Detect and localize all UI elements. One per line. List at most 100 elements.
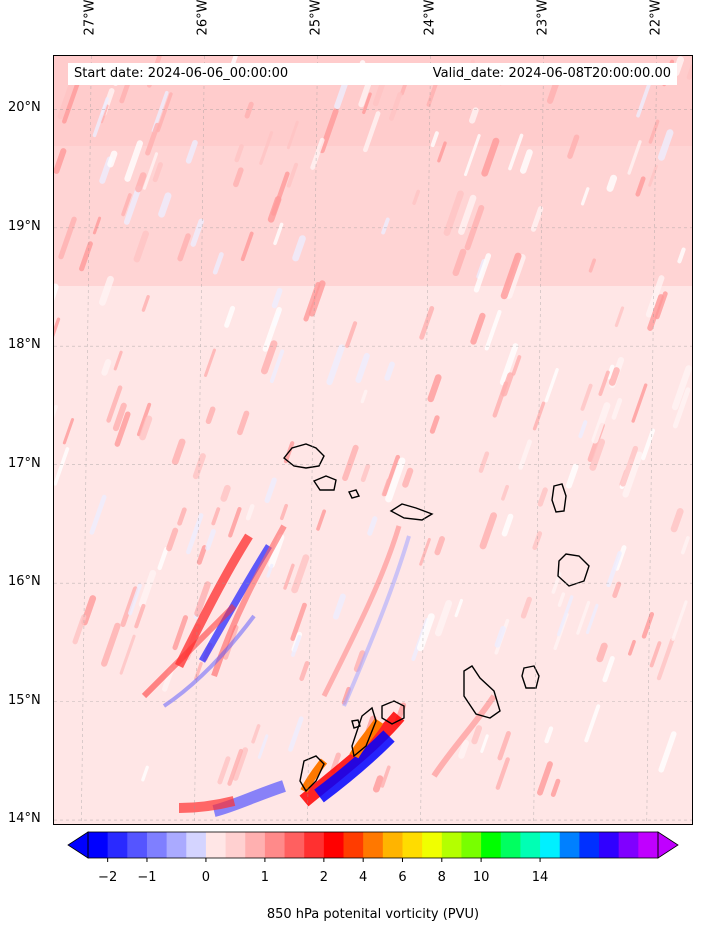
lon-gridline xyxy=(307,56,318,824)
pv-streak xyxy=(244,101,254,119)
pv-streak xyxy=(291,554,310,594)
colorbar-frame xyxy=(87,831,659,859)
pv-streak xyxy=(677,247,686,264)
pv-streak xyxy=(271,171,290,216)
colorbar-cell xyxy=(441,832,462,858)
island-south-outline xyxy=(299,755,325,793)
colorbar-cell xyxy=(559,832,580,858)
pv-streak xyxy=(54,447,70,486)
wake-filament-5 xyxy=(342,535,411,707)
colorbar-cell xyxy=(146,832,168,858)
pv-streak xyxy=(614,306,625,328)
colorbar-cell xyxy=(618,832,639,858)
pv-streak xyxy=(158,192,172,218)
pv-streak xyxy=(381,217,390,235)
colorbar-cell xyxy=(540,832,561,858)
colorbar-cell xyxy=(363,832,384,858)
pv-streak xyxy=(372,775,384,793)
pv-streak xyxy=(519,149,533,174)
pv-streak xyxy=(598,370,610,396)
colorbar-cell xyxy=(481,832,502,858)
pv-streak xyxy=(419,537,431,566)
pv-streak xyxy=(501,513,514,537)
pv-streak xyxy=(185,139,198,164)
pv-streak xyxy=(384,361,395,381)
pv-streak xyxy=(177,233,191,262)
pv-streak xyxy=(262,306,282,352)
colorbar-tick-label: 6 xyxy=(398,870,407,885)
pv-streak xyxy=(416,613,435,652)
pv-streak xyxy=(332,593,346,620)
pv-streak xyxy=(171,438,186,465)
pv-streak xyxy=(120,586,139,627)
pv-streak xyxy=(303,281,321,322)
pv-streak xyxy=(319,108,339,154)
coastlines xyxy=(283,443,590,793)
pv-streak xyxy=(145,122,160,156)
pv-streak xyxy=(463,133,481,177)
pv-streak xyxy=(537,487,548,507)
pv-streak xyxy=(259,130,274,165)
colorbar-label: 850 hPa potenital vorticity (PVU) xyxy=(266,907,480,922)
pv-streak xyxy=(567,134,580,159)
pv-streak xyxy=(194,581,211,617)
pv-streak xyxy=(641,428,655,461)
pv-streak xyxy=(54,404,58,419)
colorbar-cell xyxy=(245,832,266,858)
pv-streak xyxy=(290,602,307,641)
pv-streak xyxy=(101,622,121,667)
pv-streak xyxy=(54,283,59,301)
pv-streak xyxy=(353,650,366,673)
pv-streak xyxy=(220,484,231,502)
colorbar-cell xyxy=(599,832,620,858)
pv-streak xyxy=(58,216,77,260)
pv-streak xyxy=(308,280,326,317)
pv-streak xyxy=(479,512,498,550)
lon-gridline xyxy=(194,56,205,824)
lon-label: 22°W xyxy=(648,0,664,36)
pv-streak xyxy=(505,254,526,299)
colorbar-cell xyxy=(422,832,443,858)
pv-streak xyxy=(237,410,250,436)
pv-streak xyxy=(136,402,152,437)
pv-streak xyxy=(227,748,244,786)
pv-streak xyxy=(458,739,469,759)
pv-streak xyxy=(107,150,118,168)
colorbar-cell xyxy=(382,832,403,858)
colorbar-cell xyxy=(638,832,659,858)
colorbar-tick-label: 2 xyxy=(319,870,328,885)
island-santo-antao xyxy=(283,443,325,469)
pv-streak xyxy=(299,660,310,681)
south-wake-blue-2 xyxy=(212,780,286,817)
pv-streak xyxy=(430,131,439,148)
pv-streak xyxy=(92,216,102,235)
pv-streak xyxy=(286,120,299,150)
pv-streak xyxy=(537,761,553,796)
pv-streak xyxy=(123,185,142,225)
pv-streak xyxy=(585,603,599,635)
pv-streak xyxy=(135,172,147,193)
colorbar-cell xyxy=(304,832,325,858)
pv-streak xyxy=(141,765,149,782)
pv-streak xyxy=(211,507,221,526)
pv-streak xyxy=(139,415,153,441)
valid-date-label: Valid_date: 2024-06-08T20:00:00.00 xyxy=(432,66,671,81)
lon-gridline xyxy=(81,56,92,824)
wake-filament-2 xyxy=(198,544,272,663)
pv-streak xyxy=(550,778,561,797)
pv-streak xyxy=(385,457,406,503)
pv-streak xyxy=(631,383,648,423)
colorbar-cell xyxy=(402,832,423,858)
pv-streak xyxy=(100,104,109,124)
colorbar-tick-label: 14 xyxy=(531,870,549,885)
pv-streak xyxy=(203,348,216,377)
pv-streak xyxy=(134,603,146,629)
pv-streak xyxy=(260,340,278,375)
pv-streak xyxy=(72,614,87,645)
pv-streak xyxy=(670,508,684,533)
pv-streak xyxy=(402,467,414,488)
lon-gridline xyxy=(646,56,657,824)
pv-streak xyxy=(672,387,691,429)
pv-streak xyxy=(273,222,284,246)
pv-streak xyxy=(478,451,490,473)
